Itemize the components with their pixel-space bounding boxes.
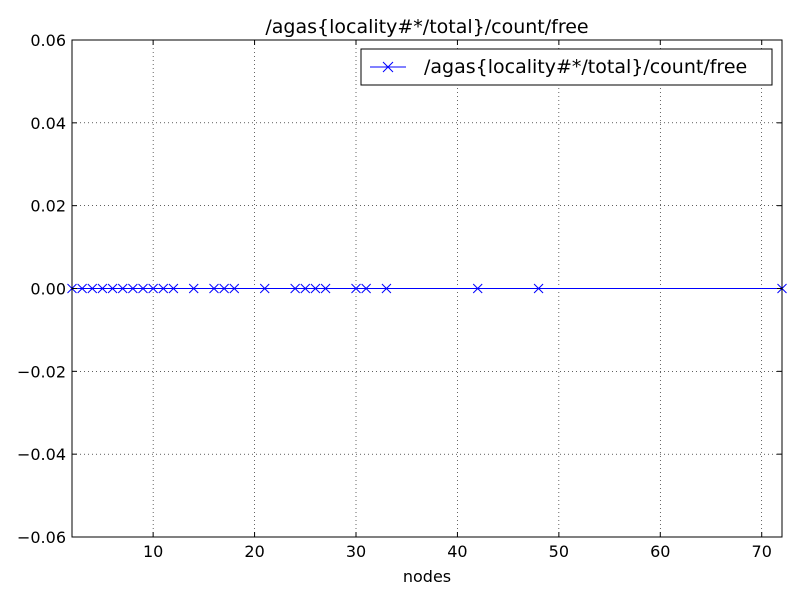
y-tick-label: −0.02 <box>17 362 66 381</box>
x-tick-label: 60 <box>650 542 670 561</box>
x-tick-label: 30 <box>346 542 366 561</box>
data-point-marker <box>117 283 128 294</box>
data-point-marker <box>168 283 179 294</box>
data-point-marker <box>188 283 199 294</box>
legend-box <box>360 48 773 86</box>
data-point-marker <box>97 283 108 294</box>
data-point-marker <box>148 283 158 294</box>
data-point-marker <box>209 283 219 294</box>
chart-title: /agas{locality#*/total}/count/free <box>265 16 588 38</box>
data-point-marker <box>472 283 483 294</box>
x-tick-label: 20 <box>244 542 264 561</box>
data-point-marker <box>300 283 311 294</box>
legend-marker-x <box>382 61 394 73</box>
y-tick-label: 0.00 <box>30 280 66 299</box>
series-layer <box>67 283 787 294</box>
x-axis-label: nodes <box>403 567 451 586</box>
x-tick-label: 50 <box>549 542 569 561</box>
data-point-marker <box>158 283 169 294</box>
legend-label: /agas{locality#*/total}/count/free <box>424 56 747 78</box>
x-tick-label: 10 <box>143 542 163 561</box>
legend: /agas{locality#*/total}/count/free <box>360 48 773 86</box>
data-point-marker <box>310 283 321 294</box>
y-tick-label: −0.06 <box>17 528 66 547</box>
data-point-marker <box>107 283 118 294</box>
y-tick-label: −0.04 <box>17 445 66 464</box>
data-point-marker <box>259 283 270 294</box>
data-point-marker <box>138 283 148 294</box>
data-point-marker <box>128 283 138 294</box>
y-tick-label: 0.02 <box>30 197 66 216</box>
data-point-marker <box>320 283 331 294</box>
x-tick-label: 40 <box>447 542 467 561</box>
data-point-marker <box>229 283 240 294</box>
data-point-marker <box>87 283 98 294</box>
data-point-marker <box>219 283 229 294</box>
data-point-marker <box>351 283 361 294</box>
data-point-marker <box>361 283 371 294</box>
data-point-marker <box>77 283 87 294</box>
data-point-marker <box>533 283 544 294</box>
data-point-marker <box>381 283 392 294</box>
x-tick-label: 70 <box>752 542 772 561</box>
data-point-marker <box>290 283 300 294</box>
y-tick-label: 0.04 <box>30 114 66 133</box>
ticks: 10 20 30 40 50 60 70 0.06 0.04 0.02 0.00 −0.02 −0.04… <box>17 31 782 561</box>
y-tick-label: 0.06 <box>30 31 66 50</box>
